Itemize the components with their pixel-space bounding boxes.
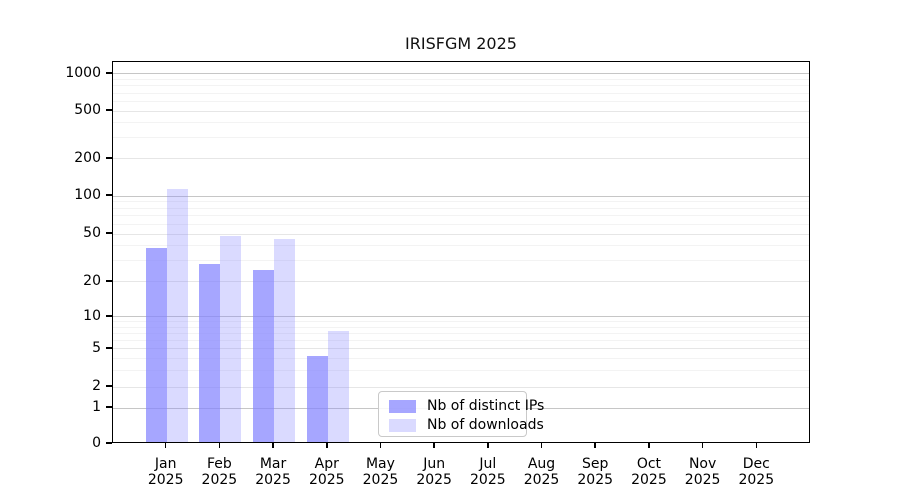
x-tick-mark	[701, 443, 704, 448]
x-tick-label: Jun 2025	[416, 456, 452, 488]
legend-label-downloads: Nb of downloads	[427, 417, 544, 433]
bar-downloads-apr	[327, 331, 349, 442]
minor-gridline	[113, 122, 809, 124]
bar-downloads-feb	[220, 236, 242, 442]
y-tick-label: 5	[92, 339, 101, 356]
x-tick-mark	[379, 443, 382, 448]
minor-gridline	[113, 100, 809, 102]
x-tick-mark	[272, 443, 274, 448]
y-tick-mark	[106, 442, 112, 444]
x-tick-mark	[594, 443, 596, 448]
y-tick-mark	[106, 232, 112, 234]
x-tick-label: Apr 2025	[308, 456, 345, 488]
y-tick-mark	[106, 385, 112, 387]
y-tick-mark	[106, 157, 112, 159]
y-tick-mark	[106, 109, 112, 111]
x-tick-mark	[755, 443, 758, 448]
gridline	[113, 281, 809, 283]
minor-gridline	[113, 260, 809, 262]
bar-distinct-ips-jan	[145, 247, 167, 442]
y-tick-mark	[106, 406, 112, 408]
x-tick-label: Sep 2025	[577, 456, 614, 488]
gridline	[113, 348, 809, 350]
x-tick-mark	[487, 443, 489, 448]
x-tick-label: Feb 2025	[201, 456, 238, 488]
y-tick-mark	[106, 315, 112, 317]
y-tick-mark	[106, 280, 112, 282]
y-tick-mark	[106, 72, 112, 74]
y-tick-label: 20	[83, 272, 101, 289]
y-tick-label: 500	[74, 102, 101, 118]
gridline	[113, 158, 809, 160]
minor-gridline	[113, 326, 809, 328]
y-tick-mark	[106, 347, 112, 349]
x-tick-mark	[218, 443, 221, 448]
x-tick-label: Jul 2025	[470, 456, 506, 488]
downloads-swatch-icon	[389, 418, 416, 432]
minor-gridline	[113, 357, 809, 359]
legend: Nb of distinct IPs Nb of downloads	[378, 391, 544, 437]
minor-gridline	[113, 137, 809, 139]
plot-area	[112, 61, 810, 443]
gridline	[113, 316, 809, 318]
y-tick-label: 10	[83, 307, 101, 324]
y-tick-mark	[106, 194, 112, 196]
minor-gridline	[113, 321, 809, 323]
x-tick-label: Oct 2025	[631, 456, 667, 488]
y-tick-label: 0	[92, 435, 101, 451]
gridline	[113, 233, 809, 235]
bar-downloads-mar	[274, 238, 296, 442]
bars-layer	[113, 62, 809, 442]
minor-gridline	[113, 215, 809, 217]
gridline	[113, 73, 809, 75]
minor-gridline	[113, 201, 809, 203]
x-tick-mark	[648, 443, 650, 448]
minor-gridline	[113, 332, 809, 334]
bar-downloads-jan	[166, 188, 188, 442]
minor-gridline	[113, 340, 809, 342]
legend-item-downloads: Nb of downloads	[389, 416, 544, 434]
x-tick-mark	[540, 443, 543, 448]
chart-title: IRISFGM 2025	[405, 34, 517, 53]
gridline	[113, 110, 809, 112]
y-tick-label: 50	[83, 225, 101, 241]
x-tick-label: Dec 2025	[738, 456, 775, 488]
y-tick-label: 1000	[65, 64, 101, 81]
minor-gridline	[113, 223, 809, 225]
x-tick-label: Nov 2025	[684, 456, 721, 488]
minor-gridline	[113, 79, 809, 81]
minor-gridline	[113, 245, 809, 247]
y-tick-label: 1	[92, 399, 101, 415]
gridline	[113, 195, 809, 197]
legend-label-distinct-ips: Nb of distinct IPs	[427, 398, 545, 414]
bar-distinct-ips-mar	[253, 270, 275, 442]
gridline	[113, 386, 809, 388]
bar-distinct-ips-feb	[199, 264, 221, 442]
minor-gridline	[113, 207, 809, 209]
bar-distinct-ips-apr	[306, 356, 328, 442]
y-tick-label: 2	[92, 378, 101, 394]
x-tick-label: Mar 2025	[255, 456, 291, 488]
y-tick-label: 200	[74, 149, 101, 166]
legend-item-distinct-ips: Nb of distinct IPs	[389, 397, 544, 415]
x-tick-label: May 2025	[362, 456, 399, 488]
x-tick-mark	[326, 443, 328, 448]
x-tick-mark	[164, 443, 167, 448]
y-tick-label: 100	[74, 187, 101, 203]
distinct-ips-swatch-icon	[389, 399, 416, 413]
x-tick-label: Aug 2025	[523, 456, 560, 488]
x-tick-label: Jan 2025	[147, 456, 184, 488]
x-tick-mark	[433, 443, 435, 448]
minor-gridline	[113, 92, 809, 94]
minor-gridline	[113, 369, 809, 371]
minor-gridline	[113, 85, 809, 87]
